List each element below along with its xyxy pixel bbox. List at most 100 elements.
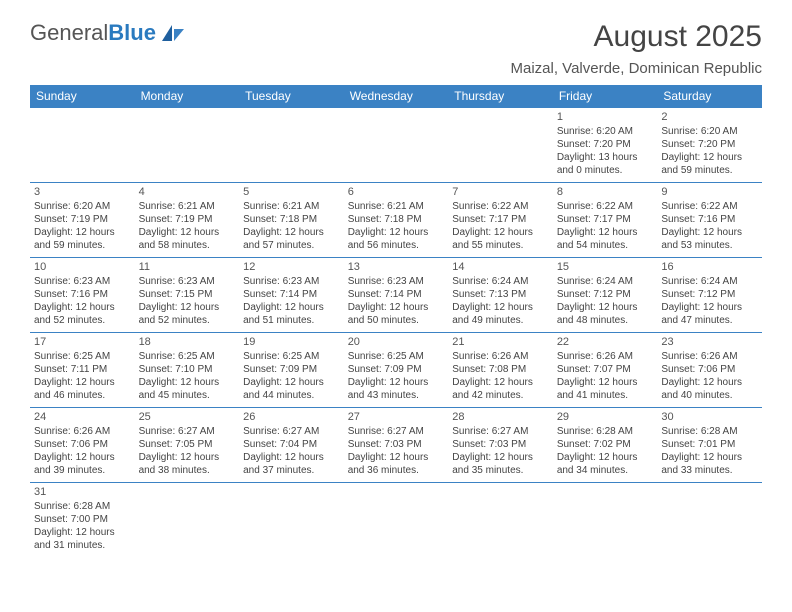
calendar-cell: 13Sunrise: 6:23 AMSunset: 7:14 PMDayligh…	[344, 258, 449, 333]
daylight-line: Daylight: 12 hours and 52 minutes.	[139, 301, 236, 327]
location: Maizal, Valverde, Dominican Republic	[511, 60, 763, 77]
calendar-cell: 10Sunrise: 6:23 AMSunset: 7:16 PMDayligh…	[30, 258, 135, 333]
day-number: 8	[557, 185, 654, 199]
sunset-line: Sunset: 7:00 PM	[34, 513, 131, 526]
calendar-cell: 12Sunrise: 6:23 AMSunset: 7:14 PMDayligh…	[239, 258, 344, 333]
daylight-line: Daylight: 12 hours and 46 minutes.	[34, 376, 131, 402]
daylight-line: Daylight: 12 hours and 50 minutes.	[348, 301, 445, 327]
sunrise-line: Sunrise: 6:26 AM	[452, 350, 549, 363]
day-number: 12	[243, 260, 340, 274]
sunset-line: Sunset: 7:09 PM	[243, 363, 340, 376]
day-number: 25	[139, 410, 236, 424]
day-number: 6	[348, 185, 445, 199]
day-number: 31	[34, 485, 131, 499]
sunset-line: Sunset: 7:18 PM	[243, 213, 340, 226]
sunset-line: Sunset: 7:06 PM	[34, 438, 131, 451]
sunset-line: Sunset: 7:19 PM	[34, 213, 131, 226]
day-number: 30	[661, 410, 758, 424]
day-number: 20	[348, 335, 445, 349]
sunrise-line: Sunrise: 6:28 AM	[661, 425, 758, 438]
calendar-cell: 21Sunrise: 6:26 AMSunset: 7:08 PMDayligh…	[448, 333, 553, 408]
sunset-line: Sunset: 7:03 PM	[452, 438, 549, 451]
sunrise-line: Sunrise: 6:27 AM	[348, 425, 445, 438]
day-number: 7	[452, 185, 549, 199]
sunrise-line: Sunrise: 6:20 AM	[34, 200, 131, 213]
day-header: Saturday	[657, 85, 762, 108]
logo-text-2: Blue	[108, 20, 156, 46]
calendar-cell: 5Sunrise: 6:21 AMSunset: 7:18 PMDaylight…	[239, 183, 344, 258]
logo-sail-icon	[160, 23, 186, 43]
day-header: Tuesday	[239, 85, 344, 108]
sunset-line: Sunset: 7:20 PM	[557, 138, 654, 151]
daylight-line: Daylight: 12 hours and 43 minutes.	[348, 376, 445, 402]
calendar-cell: 7Sunrise: 6:22 AMSunset: 7:17 PMDaylight…	[448, 183, 553, 258]
day-header: Wednesday	[344, 85, 449, 108]
calendar-row: 1Sunrise: 6:20 AMSunset: 7:20 PMDaylight…	[30, 108, 762, 183]
calendar-cell: 11Sunrise: 6:23 AMSunset: 7:15 PMDayligh…	[135, 258, 240, 333]
calendar-cell-empty	[135, 108, 240, 183]
daylight-line: Daylight: 12 hours and 33 minutes.	[661, 451, 758, 477]
sunset-line: Sunset: 7:14 PM	[348, 288, 445, 301]
calendar-cell-empty	[30, 108, 135, 183]
daylight-line: Daylight: 12 hours and 34 minutes.	[557, 451, 654, 477]
daylight-line: Daylight: 12 hours and 53 minutes.	[661, 226, 758, 252]
day-header: Monday	[135, 85, 240, 108]
calendar-cell-empty	[239, 108, 344, 183]
day-number: 19	[243, 335, 340, 349]
calendar-cell: 31Sunrise: 6:28 AMSunset: 7:00 PMDayligh…	[30, 483, 135, 558]
daylight-line: Daylight: 12 hours and 39 minutes.	[34, 451, 131, 477]
day-number: 14	[452, 260, 549, 274]
sunset-line: Sunset: 7:17 PM	[557, 213, 654, 226]
calendar-cell: 22Sunrise: 6:26 AMSunset: 7:07 PMDayligh…	[553, 333, 658, 408]
day-number: 18	[139, 335, 236, 349]
daylight-line: Daylight: 12 hours and 36 minutes.	[348, 451, 445, 477]
logo-text-1: General	[30, 20, 108, 46]
day-number: 17	[34, 335, 131, 349]
daylight-line: Daylight: 12 hours and 56 minutes.	[348, 226, 445, 252]
sunrise-line: Sunrise: 6:25 AM	[243, 350, 340, 363]
day-header: Thursday	[448, 85, 553, 108]
calendar-row: 10Sunrise: 6:23 AMSunset: 7:16 PMDayligh…	[30, 258, 762, 333]
sunrise-line: Sunrise: 6:21 AM	[348, 200, 445, 213]
calendar-cell: 8Sunrise: 6:22 AMSunset: 7:17 PMDaylight…	[553, 183, 658, 258]
daylight-line: Daylight: 12 hours and 37 minutes.	[243, 451, 340, 477]
daylight-line: Daylight: 12 hours and 54 minutes.	[557, 226, 654, 252]
calendar-cell-empty	[657, 483, 762, 558]
calendar-row: 3Sunrise: 6:20 AMSunset: 7:19 PM Daylight…	[30, 183, 762, 258]
sunrise-line: Sunrise: 6:25 AM	[139, 350, 236, 363]
calendar-body: 1Sunrise: 6:20 AMSunset: 7:20 PMDaylight…	[30, 108, 762, 558]
day-number: 3	[34, 185, 131, 199]
day-number: 21	[452, 335, 549, 349]
daylight-line: Daylight: 12 hours and 41 minutes.	[557, 376, 654, 402]
daylight-line: Daylight: 12 hours and 58 minutes.	[139, 226, 236, 252]
calendar-cell-empty	[448, 483, 553, 558]
day-number: 27	[348, 410, 445, 424]
day-number: 24	[34, 410, 131, 424]
sunset-line: Sunset: 7:12 PM	[557, 288, 654, 301]
daylight-line: Daylight: 12 hours and 59 minutes.	[661, 151, 758, 177]
day-number: 13	[348, 260, 445, 274]
calendar-cell: 15Sunrise: 6:24 AMSunset: 7:12 PMDayligh…	[553, 258, 658, 333]
sunrise-line: Sunrise: 6:20 AM	[557, 125, 654, 138]
sunrise-line: Sunrise: 6:26 AM	[34, 425, 131, 438]
sunrise-line: Sunrise: 6:27 AM	[452, 425, 549, 438]
sunset-line: Sunset: 7:09 PM	[348, 363, 445, 376]
day-number: 15	[557, 260, 654, 274]
calendar-cell: 3Sunrise: 6:20 AMSunset: 7:19 PMDaylight…	[30, 183, 135, 258]
day-number: 22	[557, 335, 654, 349]
daylight-line: Daylight: 12 hours and 45 minutes.	[139, 376, 236, 402]
calendar-cell: 6Sunrise: 6:21 AMSunset: 7:18 PMDaylight…	[344, 183, 449, 258]
day-number: 23	[661, 335, 758, 349]
daylight-line: Daylight: 12 hours and 35 minutes.	[452, 451, 549, 477]
sunset-line: Sunset: 7:16 PM	[661, 213, 758, 226]
calendar-cell: 23Sunrise: 6:26 AMSunset: 7:06 PMDayligh…	[657, 333, 762, 408]
title-block: August 2025 Maizal, Valverde, Dominican …	[511, 20, 763, 77]
calendar-cell: 1Sunrise: 6:20 AMSunset: 7:20 PMDaylight…	[553, 108, 658, 183]
sunset-line: Sunset: 7:18 PM	[348, 213, 445, 226]
calendar-cell: 17Sunrise: 6:25 AMSunset: 7:11 PMDayligh…	[30, 333, 135, 408]
sunset-line: Sunset: 7:10 PM	[139, 363, 236, 376]
daylight-line: Daylight: 12 hours and 49 minutes.	[452, 301, 549, 327]
calendar-cell: 14Sunrise: 6:24 AMSunset: 7:13 PMDayligh…	[448, 258, 553, 333]
calendar-cell-empty	[344, 483, 449, 558]
day-number: 10	[34, 260, 131, 274]
